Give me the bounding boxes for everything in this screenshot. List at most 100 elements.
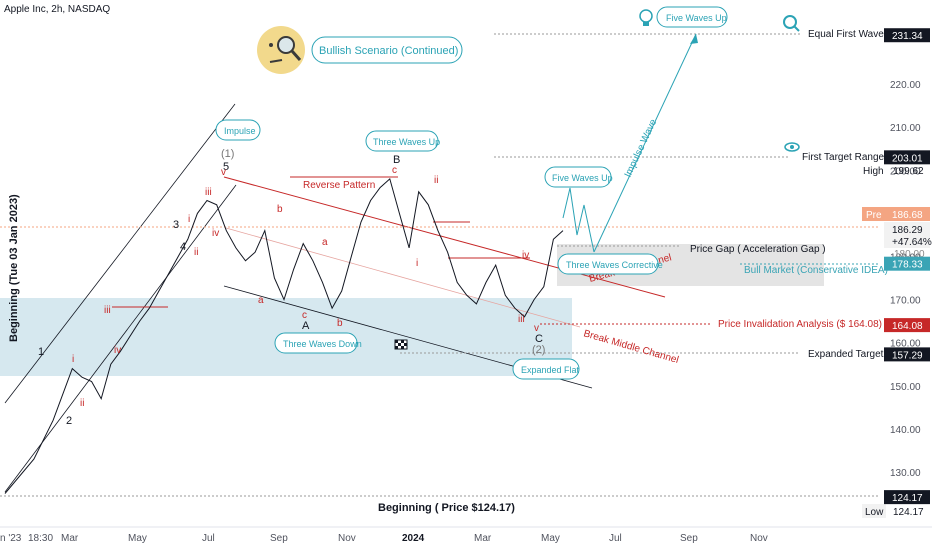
level-tag-box xyxy=(884,490,930,505)
impulse-wave-arrow xyxy=(593,33,697,253)
three-waves-corrective-box xyxy=(557,253,659,275)
thinking-face-icon xyxy=(257,26,305,74)
level-tags: 231.34 203.01 178.33 164.08 157.29 124.17 xyxy=(884,28,930,505)
subwave-iii-1: iii xyxy=(104,305,111,316)
level-tag-box xyxy=(884,150,930,165)
time-axis[interactable]: n '23 18:30 Mar May Jul Sep Nov 2024 Mar May Jul Se… xyxy=(0,533,768,544)
wave-label-2: 2 xyxy=(66,415,72,427)
low-label: Low xyxy=(865,507,884,518)
level-tag-value: 178.33 xyxy=(892,260,923,271)
subwave-c-1: c xyxy=(302,310,307,321)
x-tick-label: Jul xyxy=(202,533,215,544)
high-value: 199.62 xyxy=(893,166,924,177)
price-series-line xyxy=(4,177,564,494)
five-waves-mid-box xyxy=(544,166,612,188)
first-target-label: First Target Range xyxy=(802,152,885,163)
subwave-iv-2: iv xyxy=(212,228,219,239)
five-waves-mid-text: Five Waves Up xyxy=(552,173,613,183)
level-tag-value: 157.29 xyxy=(892,350,923,361)
y-tick-label: 170.00 xyxy=(890,296,921,307)
subwave-b-2: b xyxy=(337,318,343,329)
bullish-callout-box xyxy=(311,36,463,64)
level-tag-box xyxy=(884,256,930,271)
low-tag-box xyxy=(862,504,886,518)
beginning-vertical-label: Beginning (Tue 03 Jan 2023) xyxy=(8,194,20,342)
pre-value-box xyxy=(884,207,930,221)
subwave-i-2: i xyxy=(416,258,418,269)
wave-label-B: B xyxy=(393,154,400,166)
five-waves-top-text: Five Waves Up xyxy=(666,13,727,23)
subwave-ii-3: ii xyxy=(434,175,438,186)
axis-extras: High 199.62 Pre 186.68 186.29 +47.64% 18… xyxy=(862,166,932,518)
equal-first-wave-label: Equal First Wave xyxy=(808,29,884,40)
subwave-iii-3: iii xyxy=(518,314,525,325)
middle-channel-line xyxy=(225,227,581,328)
five-waves-top-box xyxy=(656,6,728,28)
wave-label-C: C xyxy=(535,333,543,345)
y-tick-label: 220.00 xyxy=(890,80,921,91)
level-tag-value: 231.34 xyxy=(892,31,923,42)
bull-market-label: Bull Market (Conservative IDEA) xyxy=(744,265,888,276)
lower-channel-line xyxy=(4,184,237,493)
x-tick-label: Jul xyxy=(609,533,622,544)
expanded-flat-text: Expanded Flat xyxy=(521,365,580,375)
last-price: 186.29 xyxy=(892,225,923,236)
subwave-iii-2: iii xyxy=(205,187,212,198)
three-waves-down-box xyxy=(274,332,358,354)
subwave-a-1: a xyxy=(322,237,328,248)
cut-label: 180.00 xyxy=(894,249,925,260)
level-tag-value: 164.08 xyxy=(892,321,923,332)
impulse-text: Impulse xyxy=(224,126,256,136)
y-tick-label: 200.00 xyxy=(890,166,921,177)
price-gap-label: Price Gap ( Acceleration Gap ) xyxy=(690,244,826,255)
subwave-i-3: i xyxy=(188,214,190,225)
x-tick-label: May xyxy=(128,533,147,544)
x-tick-label: Nov xyxy=(338,533,356,544)
x-tick-label: Mar xyxy=(474,533,492,544)
level-tag-value: 203.01 xyxy=(892,153,923,164)
reverse-pattern-label: Reverse Pattern xyxy=(303,180,375,191)
three-waves-up-box xyxy=(365,130,439,152)
invalidation-label: Price Invalidation Analysis ($ 164.08) xyxy=(718,319,882,330)
level-tag-box xyxy=(884,28,930,43)
pre-label: Pre xyxy=(866,210,882,221)
top-channel-line xyxy=(223,176,666,298)
lightbulb-icon xyxy=(639,9,653,26)
subwave-iv-3: iv xyxy=(522,250,529,261)
high-label: High xyxy=(863,166,884,177)
subwave-labels: a a b b c c i i ii ii ii iii iii iii iv … xyxy=(72,165,539,409)
y-tick-label: 130.00 xyxy=(890,468,921,479)
x-tick-label: 18:30 xyxy=(28,533,53,544)
eye-icon xyxy=(784,142,800,152)
impulse-wave-arrowhead xyxy=(690,34,698,44)
break-middle-channel-label: Break Middle Channel xyxy=(582,328,680,366)
expanded-flat-box xyxy=(512,358,580,380)
x-tick-label: Sep xyxy=(270,533,288,544)
wave-label-3: 3 xyxy=(173,219,179,231)
wave-label-(1): (1) xyxy=(221,148,234,160)
three-waves-corrective-text: Three Waves Corrective xyxy=(566,260,663,270)
subwave-iv-1: iv xyxy=(114,345,121,356)
price-axis[interactable]: 130.00140.00150.00160.00170.00180.00190.… xyxy=(890,80,921,479)
level-tag-box xyxy=(884,347,930,362)
beginning-bottom-label: Beginning ( Price $124.17) xyxy=(378,502,515,514)
last-change: +47.64% xyxy=(892,237,932,248)
subwave-i-1: i xyxy=(72,354,74,365)
callouts: Bullish Scenario (Continued) Five Waves … xyxy=(215,6,728,380)
pre-tag-box xyxy=(862,207,884,221)
three-waves-up-text: Three Waves Up xyxy=(373,137,440,147)
x-tick-label: n '23 xyxy=(0,533,22,544)
five-waves-projection xyxy=(562,187,595,253)
y-tick-label: 140.00 xyxy=(890,425,921,436)
subwave-ii-2: ii xyxy=(194,247,198,258)
bullish-callout-text: Bullish Scenario (Continued) xyxy=(319,45,458,57)
subwave-v-2: v xyxy=(534,323,539,334)
y-tick-label: 150.00 xyxy=(890,382,921,393)
impulse-box xyxy=(215,119,261,141)
wave-label-(2): (2) xyxy=(532,344,545,356)
wave-labels: 1 2 3 4 5 (1) A B C (2) xyxy=(38,148,545,427)
x-tick-label: Nov xyxy=(750,533,768,544)
wave-label-5: 5 xyxy=(223,161,229,173)
chart-title: Apple Inc, 2h, NASDAQ xyxy=(4,4,111,15)
